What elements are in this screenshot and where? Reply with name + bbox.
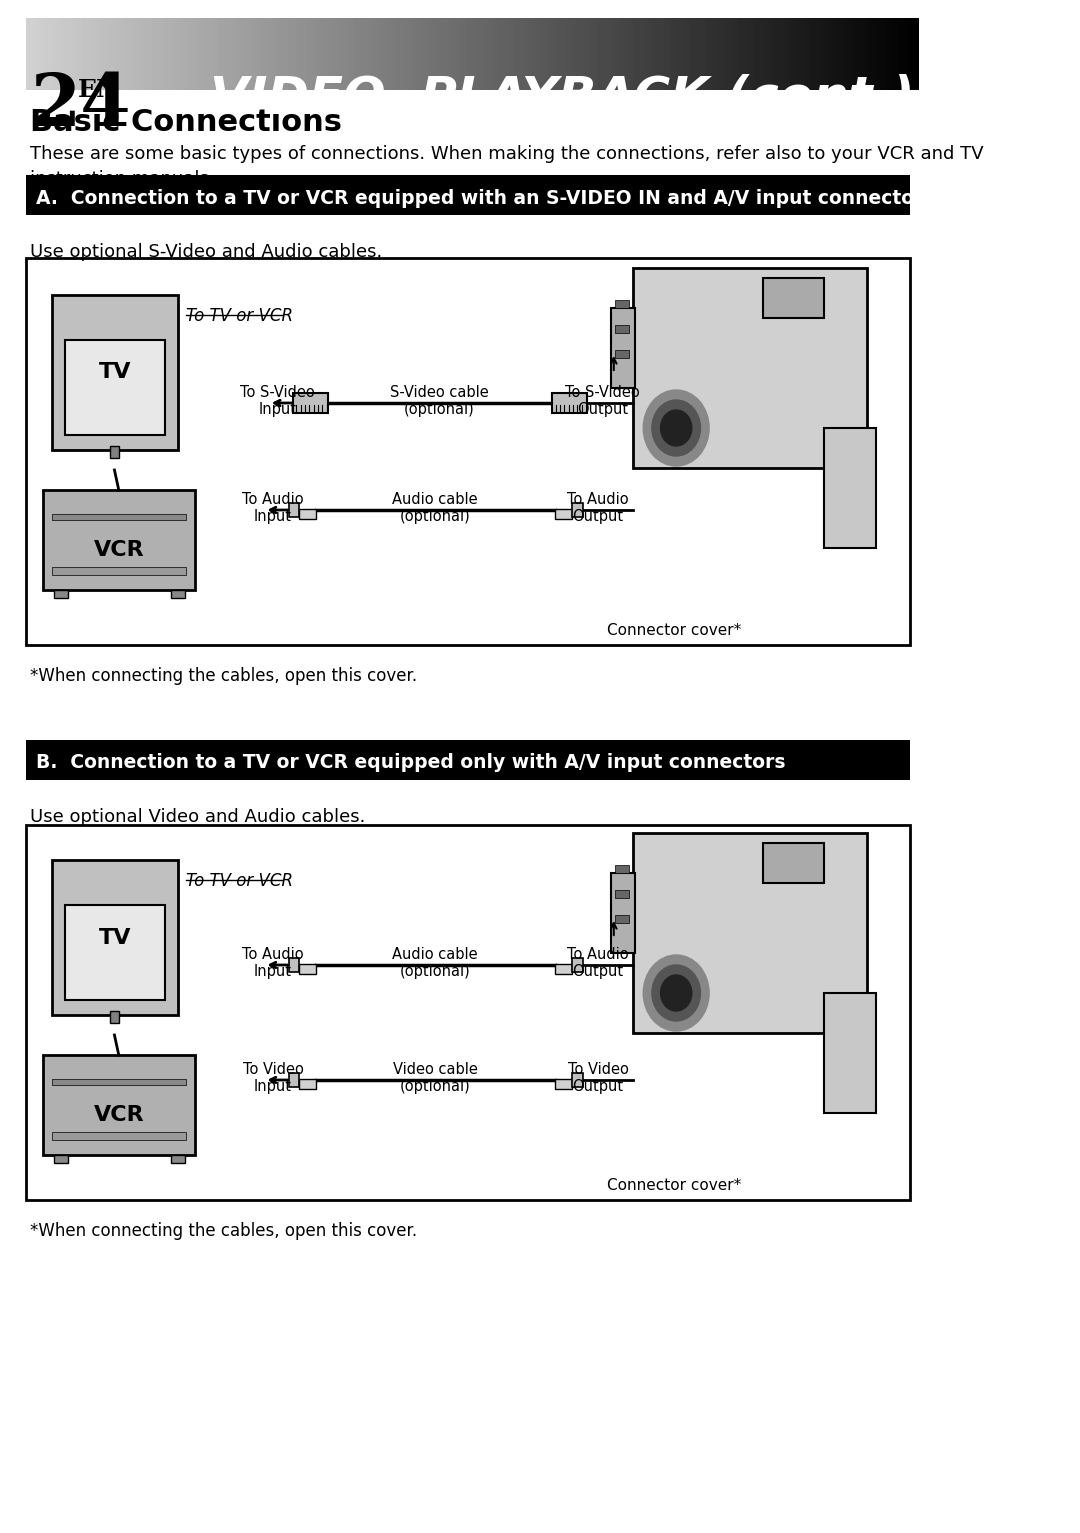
Bar <box>110 446 119 458</box>
Bar <box>633 832 867 1033</box>
Bar <box>633 268 867 468</box>
Text: Connector cover*: Connector cover* <box>607 1177 741 1193</box>
Text: To S-Video
Output: To S-Video Output <box>565 385 639 417</box>
Bar <box>288 503 299 517</box>
Bar <box>43 1055 195 1154</box>
Text: Basic Connections: Basic Connections <box>30 107 342 136</box>
Bar <box>288 958 299 972</box>
Bar <box>293 392 327 412</box>
Bar <box>288 1073 299 1087</box>
Bar <box>110 1010 119 1023</box>
Text: Use optional S-Video and Audio cables.: Use optional S-Video and Audio cables. <box>30 244 382 261</box>
Bar <box>616 891 629 898</box>
Bar <box>43 491 195 590</box>
Bar <box>555 509 572 520</box>
Bar <box>52 514 187 520</box>
Bar <box>52 860 178 1015</box>
Bar <box>616 915 629 923</box>
Bar <box>572 503 582 517</box>
Bar <box>52 294 178 451</box>
Text: *When connecting the cables, open this cover.: *When connecting the cables, open this c… <box>30 1222 418 1240</box>
Bar <box>65 904 165 1000</box>
Bar <box>762 277 824 317</box>
Bar <box>299 1079 316 1088</box>
Bar <box>555 964 572 973</box>
Bar <box>52 567 187 575</box>
Text: *When connecting the cables, open this cover.: *When connecting the cables, open this c… <box>30 667 418 685</box>
Bar <box>572 1073 582 1087</box>
Text: 24: 24 <box>30 71 131 141</box>
Text: These are some basic types of connections. When making the connections, refer al: These are some basic types of connection… <box>30 146 984 189</box>
Text: To Video
Input: To Video Input <box>243 1062 303 1095</box>
Bar <box>65 340 165 435</box>
Text: To S-Video
Input: To S-Video Input <box>240 385 314 417</box>
Bar <box>26 258 910 645</box>
Bar <box>616 300 629 308</box>
Bar <box>171 1154 185 1164</box>
Bar <box>611 308 635 388</box>
Text: To Audio
Output: To Audio Output <box>567 492 629 524</box>
Bar <box>171 590 185 598</box>
Text: B.  Connection to a TV or VCR equipped only with A/V input connectors: B. Connection to a TV or VCR equipped on… <box>37 754 786 773</box>
Bar <box>299 964 316 973</box>
Text: VCR: VCR <box>94 1105 145 1125</box>
Bar <box>299 509 316 520</box>
Bar <box>824 993 876 1113</box>
Bar <box>572 958 582 972</box>
Circle shape <box>652 400 701 455</box>
Bar <box>616 865 629 872</box>
Bar <box>762 843 824 883</box>
Text: TV: TV <box>98 927 131 947</box>
Text: To TV or VCR: To TV or VCR <box>187 872 294 891</box>
Bar <box>54 590 68 598</box>
Bar <box>54 1154 68 1164</box>
Text: A.  Connection to a TV or VCR equipped with an S-VIDEO IN and A/V input connecto: A. Connection to a TV or VCR equipped wi… <box>37 189 935 207</box>
Text: TV: TV <box>98 362 131 383</box>
Text: Audio cable
(optional): Audio cable (optional) <box>392 947 478 980</box>
Circle shape <box>652 964 701 1021</box>
Bar <box>824 428 876 547</box>
Bar <box>26 740 910 780</box>
Text: Connector cover*: Connector cover* <box>607 622 741 638</box>
Text: To Audio
Input: To Audio Input <box>242 947 303 980</box>
Bar <box>52 1079 187 1085</box>
Bar <box>52 1131 187 1141</box>
Text: Video cable
(optional): Video cable (optional) <box>393 1062 477 1095</box>
Text: EN: EN <box>78 78 120 103</box>
Circle shape <box>661 975 692 1010</box>
Bar <box>26 825 910 1200</box>
Bar <box>26 175 910 215</box>
Text: VCR: VCR <box>94 540 145 560</box>
Bar <box>616 325 629 333</box>
Text: Use optional Video and Audio cables.: Use optional Video and Audio cables. <box>30 808 366 826</box>
Text: To TV or VCR: To TV or VCR <box>187 307 294 325</box>
Text: To Video
Output: To Video Output <box>568 1062 629 1095</box>
Text: To Audio
Output: To Audio Output <box>567 947 629 980</box>
Text: S-Video cable
(optional): S-Video cable (optional) <box>390 385 489 417</box>
Bar <box>555 1079 572 1088</box>
Circle shape <box>644 389 710 466</box>
Circle shape <box>644 955 710 1032</box>
Text: To Audio
Input: To Audio Input <box>242 492 303 524</box>
Text: Audio cable
(optional): Audio cable (optional) <box>392 492 478 524</box>
Bar <box>552 392 586 412</box>
Text: VIDEO  PLAYBACK (cont.): VIDEO PLAYBACK (cont.) <box>211 74 915 123</box>
Bar <box>611 872 635 954</box>
Circle shape <box>661 409 692 446</box>
Bar <box>616 350 629 359</box>
